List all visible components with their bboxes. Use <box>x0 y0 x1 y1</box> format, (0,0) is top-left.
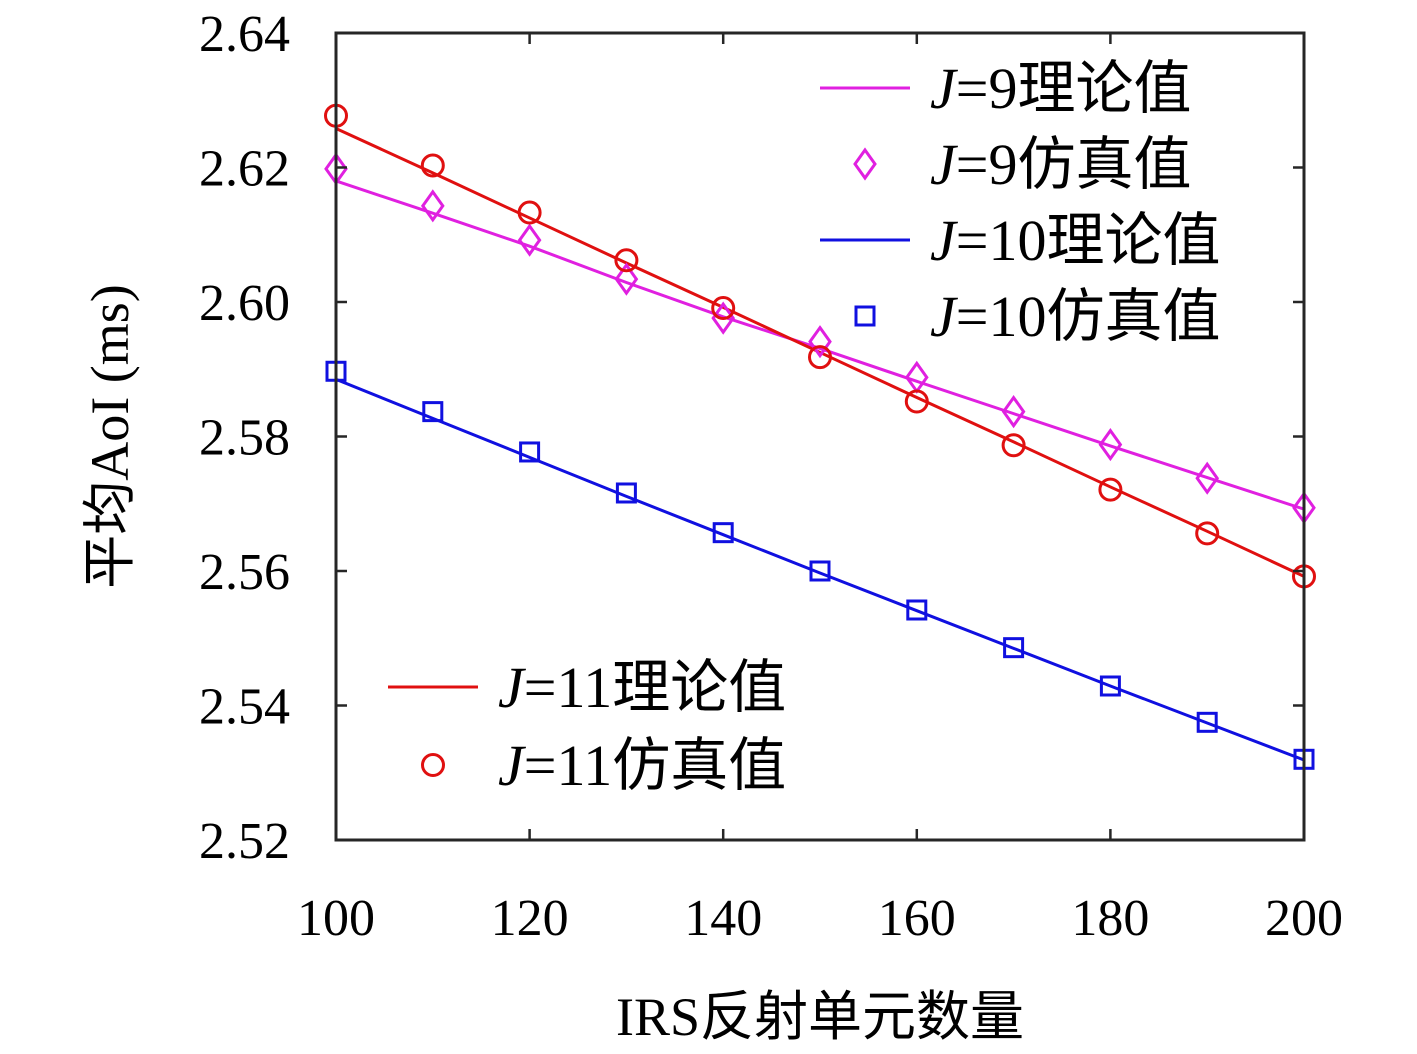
legend-entry: J=9理论值 <box>820 56 1191 121</box>
diamond-marker <box>420 189 445 223</box>
x-tick-label: 100 <box>297 890 375 947</box>
square-marker <box>519 441 541 463</box>
circle-marker <box>711 296 736 321</box>
legend-label: J=10理论值 <box>930 208 1220 273</box>
series-markers-3 <box>325 360 1315 770</box>
diamond-marker <box>1098 427 1123 462</box>
circle-marker <box>1001 433 1026 458</box>
square-marker <box>906 599 928 621</box>
diamond-marker <box>1001 395 1026 429</box>
diamond-marker <box>1195 461 1220 495</box>
x-axis-tick-labels: 100 120 140 160 180 200 <box>297 890 1343 947</box>
x-tick-label: 200 <box>1265 890 1343 947</box>
y-tick-label: 2.52 <box>199 813 290 870</box>
legend-label: J=9仿真值 <box>930 132 1191 197</box>
diamond-marker <box>614 262 639 296</box>
y-tick-label: 2.62 <box>199 141 290 198</box>
series-markers <box>324 103 1316 770</box>
legend-marker-swatch <box>853 147 877 181</box>
legend-entry: J=11仿真值 <box>421 733 786 798</box>
circle-marker <box>808 345 832 370</box>
legend-entry: J=9仿真值 <box>853 132 1191 197</box>
legend-marker-swatch <box>854 305 876 327</box>
axis-ticks <box>334 31 1306 842</box>
diamond-marker <box>517 223 542 257</box>
y-tick-label: 2.54 <box>199 679 290 736</box>
series-line-0 <box>335 179 1305 511</box>
y-axis-tick-labels: 2.52 2.54 2.56 2.58 2.60 2.62 2.64 <box>199 6 290 870</box>
legend-bottom-left: J=11理论值 J=11仿真值 <box>388 655 786 798</box>
legend-entry: J=10仿真值 <box>854 284 1220 349</box>
circle-marker <box>904 389 929 414</box>
circle-marker <box>517 200 542 225</box>
x-tick-label: 160 <box>878 890 956 947</box>
circle-marker <box>614 248 639 273</box>
diamond-marker <box>808 325 832 359</box>
x-tick-label: 180 <box>1071 890 1149 947</box>
diamond-marker <box>711 301 736 335</box>
legend-label: J=11仿真值 <box>498 733 786 798</box>
square-marker <box>1099 675 1121 697</box>
y-tick-label: 2.60 <box>199 275 290 332</box>
series-line-2 <box>335 377 1305 762</box>
x-tick-label: 140 <box>684 890 762 947</box>
legend-label: J=11理论值 <box>498 655 786 720</box>
y-tick-label: 2.64 <box>199 6 290 63</box>
series-lines <box>335 127 1305 762</box>
y-tick-label: 2.58 <box>199 410 290 467</box>
legend-label: J=9理论值 <box>930 56 1191 121</box>
x-axis-title: IRS反射单元数量 <box>616 987 1024 1047</box>
x-tick-label: 120 <box>491 890 569 947</box>
legend-entry: J=11理论值 <box>388 655 786 720</box>
y-tick-label: 2.56 <box>199 544 290 601</box>
square-marker <box>712 522 734 544</box>
square-marker <box>809 560 831 582</box>
circle-marker <box>420 153 445 178</box>
diamond-marker <box>904 360 929 394</box>
square-marker <box>1196 711 1218 733</box>
legend-label: J=10仿真值 <box>930 284 1220 349</box>
square-marker <box>1003 637 1025 659</box>
legend-top-right: J=9理论值 J=9仿真值 J=10理论值 J=10仿真值 <box>820 56 1220 349</box>
legend-marker-swatch <box>421 753 445 777</box>
circle-marker <box>1098 477 1123 502</box>
circle-marker <box>1195 521 1220 546</box>
legend-entry: J=10理论值 <box>820 208 1220 273</box>
y-axis-title: 平均AoI (ms) <box>80 284 140 588</box>
square-marker <box>615 482 637 504</box>
square-marker <box>422 401 444 423</box>
series-line-4 <box>335 127 1305 578</box>
